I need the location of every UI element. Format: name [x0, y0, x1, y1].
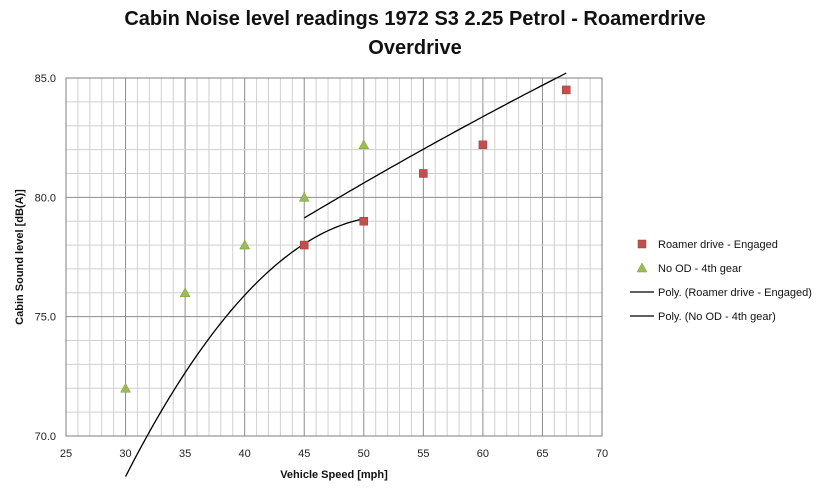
chart-title-line-2: Overdrive: [368, 37, 461, 59]
trendline: [124, 218, 364, 477]
data-point-square: [419, 169, 428, 178]
y-tick-label: 80.0: [35, 192, 56, 204]
data-point-triangle: [120, 382, 131, 393]
data-point-triangle: [239, 239, 251, 250]
x-tick-label: 60: [477, 448, 489, 460]
data-point-triangle: [179, 287, 191, 298]
x-tick-label: 45: [298, 448, 310, 460]
x-tick-label: 40: [239, 448, 251, 460]
legend-marker: [637, 239, 647, 249]
plot-area: [65, 77, 603, 437]
legend-entry: No OD - 4th gear: [658, 263, 742, 275]
y-axis-title: Cabin Sound level [dB(A)]: [14, 189, 26, 325]
data-markers: [120, 85, 571, 393]
x-tick-label: 30: [119, 448, 131, 460]
legend-entry: Poly. (No OD - 4th gear): [658, 311, 776, 323]
grid: [65, 77, 603, 437]
x-tick-label: 35: [179, 448, 191, 460]
x-tick-label: 50: [358, 448, 370, 460]
tick-labels: 25 30 35 40 45 50 55 60 65 70 70.0 75.0 80.0 85.0: [35, 73, 609, 460]
legend: Roamer drive - Engaged No OD - 4th gear Po…: [630, 239, 812, 323]
trendlines: [124, 72, 567, 477]
x-tick-label: 55: [417, 448, 429, 460]
data-point-square: [299, 240, 309, 250]
data-point-square: [562, 85, 571, 95]
data-point-square: [478, 140, 488, 150]
data-point-triangle: [358, 139, 370, 150]
trendline: [303, 72, 567, 219]
y-tick-label: 75.0: [35, 312, 56, 324]
x-tick-label: 70: [596, 448, 608, 460]
legend-marker: [636, 262, 648, 273]
data-point-triangle: [298, 191, 310, 202]
x-tick-label: 65: [536, 448, 548, 460]
data-point-square: [359, 216, 369, 226]
x-tick-label: 25: [60, 448, 72, 460]
y-tick-label: 85.0: [35, 73, 56, 85]
chart-title-line-1: Cabin Noise level readings 1972 S3 2.25 …: [124, 8, 705, 30]
legend-entry: Poly. (Roamer drive - Engaged): [658, 287, 812, 299]
x-axis-title: Vehicle Speed [mph]: [280, 469, 388, 481]
y-tick-label: 70.0: [35, 431, 56, 443]
legend-entry: Roamer drive - Engaged: [658, 239, 778, 251]
